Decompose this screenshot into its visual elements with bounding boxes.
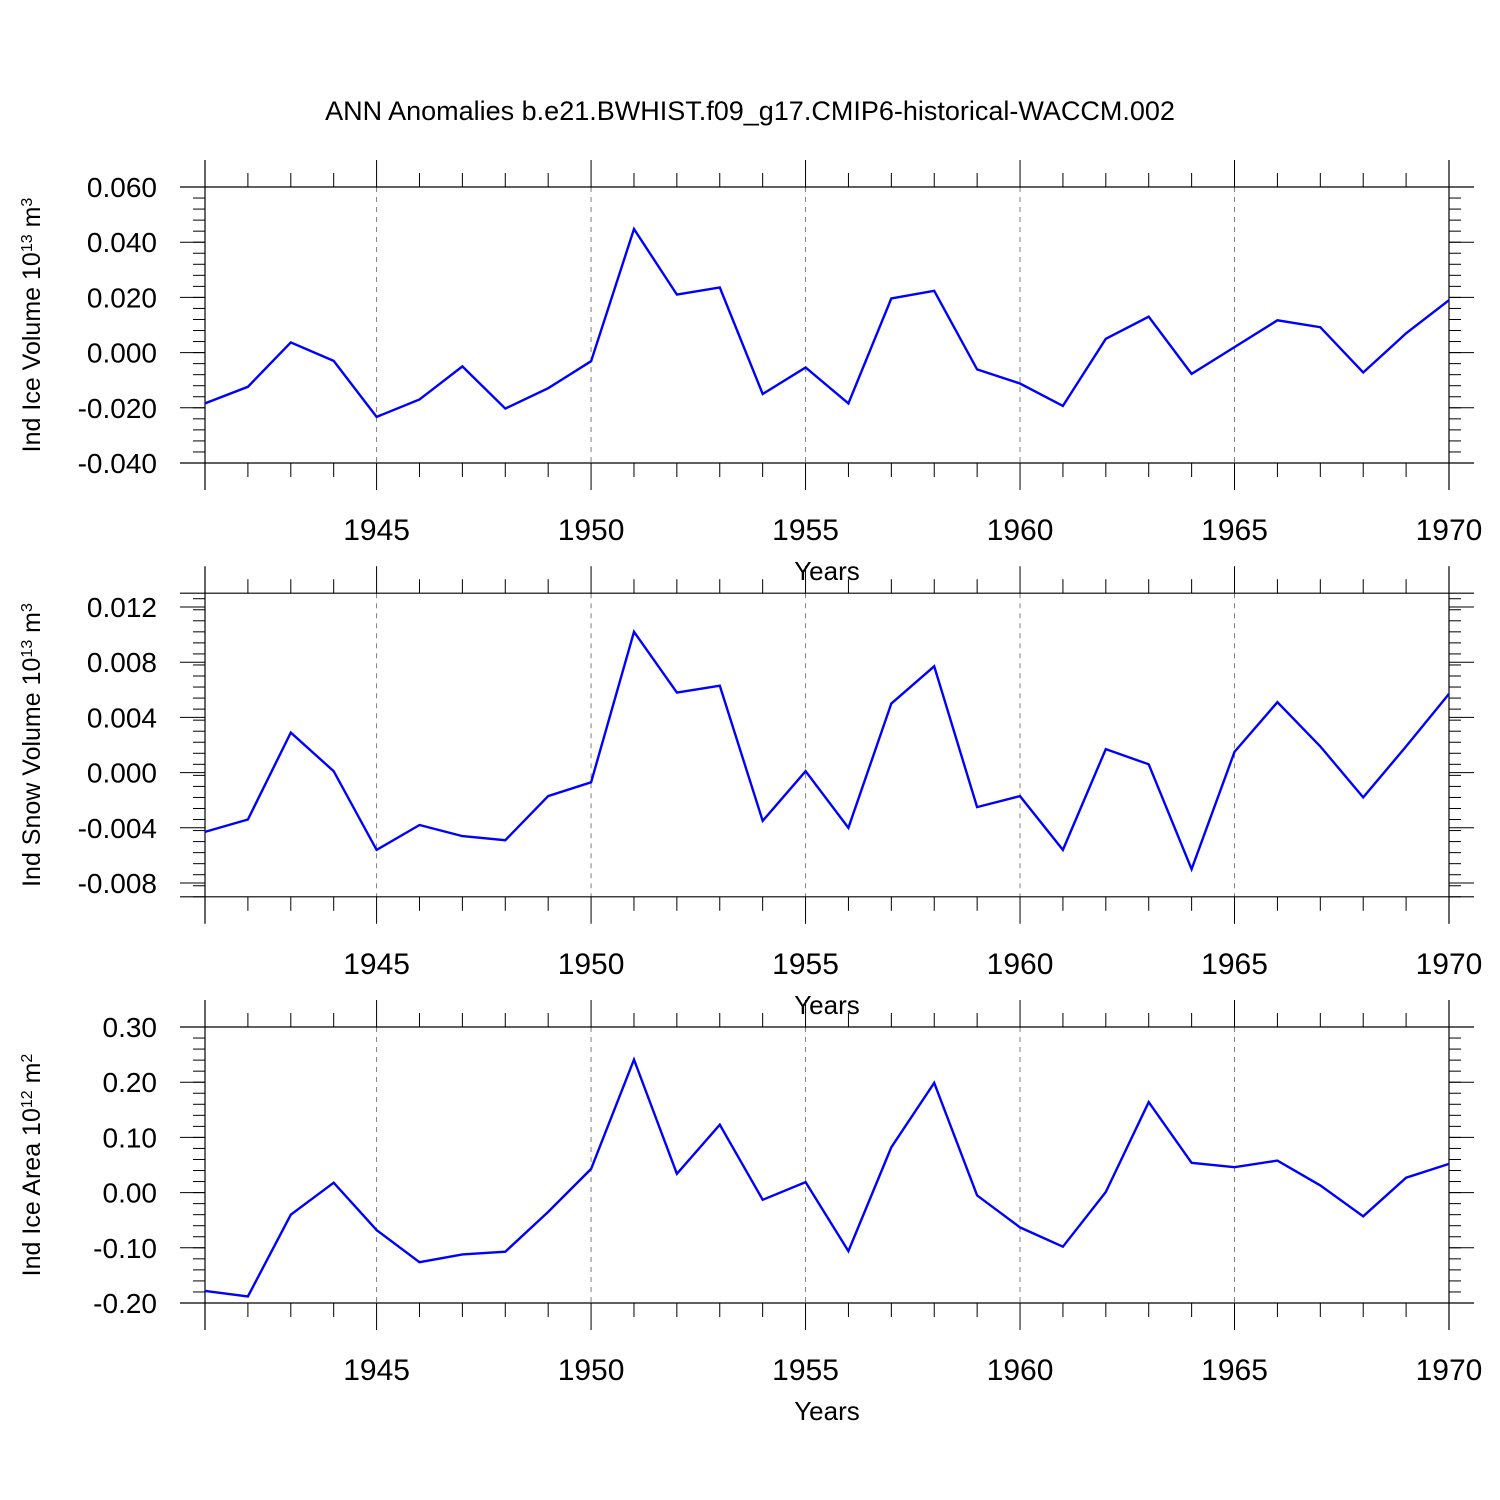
y-tick-label-0: -0.20: [93, 1288, 157, 1319]
x-tick-label-1950: 1950: [558, 514, 625, 547]
x-tick-label-1955: 1955: [772, 514, 839, 547]
y-tick-label-0: -0.040: [78, 448, 157, 479]
y-tick-label-4: 0.040: [87, 227, 157, 258]
y-tick-label-3: 0.020: [87, 282, 157, 313]
x-tick-label-1955: 1955: [772, 948, 839, 981]
y-tick-label-1: -0.004: [78, 813, 157, 844]
x-tick-label-1960: 1960: [987, 514, 1054, 547]
y-tick-label-5: 0.060: [87, 172, 157, 203]
chart-title: ANN Anomalies b.e21.BWHIST.f09_g17.CMIP6…: [325, 96, 1175, 126]
y-tick-label-2: 0.00: [103, 1178, 158, 1209]
series-line: [204, 226, 1450, 419]
x-tick-label-1965: 1965: [1201, 514, 1268, 547]
y-tick-label-4: 0.008: [87, 647, 157, 678]
x-tick-label-1950: 1950: [558, 948, 625, 981]
y-tick-label-1: -0.020: [78, 393, 157, 424]
panel-snow-volume: -0.008 -0.004 0.000 0.004 0.008 0.012 1945 1950…: [18, 566, 1482, 1020]
x-axis-label: Years: [794, 990, 860, 1020]
y-tick-label-0: -0.008: [78, 868, 157, 899]
x-axis-label: Years: [794, 556, 860, 586]
x-tick-label-1945: 1945: [343, 948, 410, 981]
x-tick-label-1970: 1970: [1416, 514, 1483, 547]
y-axis-label: Ind Ice Area 1012 m2: [18, 1054, 46, 1277]
panel-ice-area: -0.20 -0.10 0.00 0.10 0.20 0.30 1945 1950 1955 19…: [18, 1000, 1482, 1426]
x-tick-label-1945: 1945: [343, 514, 410, 547]
x-tick-label-1965: 1965: [1201, 948, 1268, 981]
x-axis-label: Years: [794, 1396, 860, 1426]
y-tick-label-2: 0.000: [87, 338, 157, 369]
series-line: [204, 629, 1450, 873]
y-tick-label-3: 0.10: [103, 1122, 158, 1153]
x-tick-label-1970: 1970: [1416, 948, 1483, 981]
y-tick-label-3: 0.004: [87, 702, 157, 733]
x-tick-label-1945: 1945: [343, 1354, 410, 1387]
y-tick-label-5: 0.012: [87, 592, 157, 623]
x-tick-label-1960: 1960: [987, 1354, 1054, 1387]
panel-ice-volume: -0.040 -0.020 0.000 0.020 0.040 0.060 1945 1950…: [18, 160, 1482, 586]
y-axis-label: Ind Snow Volume 1013 m3: [18, 603, 46, 887]
x-tick-label-1965: 1965: [1201, 1354, 1268, 1387]
y-tick-label-1: -0.10: [93, 1233, 157, 1264]
y-axis-label: Ind Ice Volume 1013 m3: [18, 198, 46, 453]
y-tick-label-4: 0.20: [103, 1067, 158, 1098]
x-tick-label-1950: 1950: [558, 1354, 625, 1387]
x-tick-label-1955: 1955: [772, 1354, 839, 1387]
x-tick-label-1960: 1960: [987, 948, 1054, 981]
y-tick-label-5: 0.30: [103, 1012, 158, 1043]
y-tick-label-2: 0.000: [87, 758, 157, 789]
series-line: [204, 1056, 1450, 1298]
x-tick-label-1970: 1970: [1416, 1354, 1483, 1387]
